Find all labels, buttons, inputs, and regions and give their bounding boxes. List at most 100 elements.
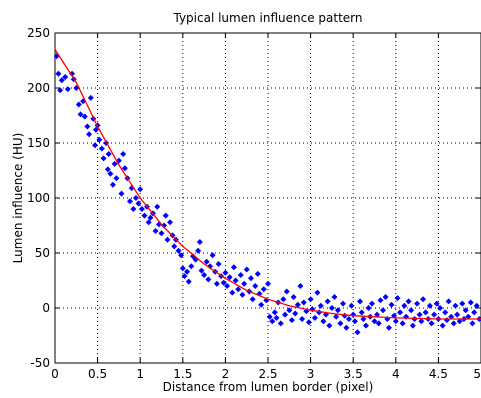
- x-tick-label: 3: [307, 367, 315, 381]
- data-point: [260, 286, 267, 293]
- data-point: [145, 219, 152, 226]
- data-point: [360, 316, 367, 322]
- data-point: [333, 313, 340, 320]
- data-point: [203, 258, 210, 265]
- x-tick-label: 2: [222, 367, 230, 381]
- data-point: [162, 212, 169, 219]
- data-point: [96, 136, 103, 143]
- data-point: [305, 319, 312, 326]
- data-point: [399, 320, 406, 327]
- data-point: [339, 300, 346, 307]
- data-point: [326, 322, 333, 329]
- y-tick-label: 100: [27, 191, 50, 205]
- data-point: [433, 300, 440, 307]
- data-point: [328, 305, 335, 311]
- data-point: [104, 166, 111, 173]
- data-point: [178, 252, 185, 259]
- data-point: [86, 131, 93, 138]
- data-point: [411, 316, 418, 322]
- data-point: [84, 123, 91, 130]
- x-tick-label: 4: [392, 367, 400, 381]
- data-point: [152, 228, 159, 234]
- data-point: [450, 320, 457, 327]
- data-point: [273, 314, 280, 321]
- data-point: [471, 309, 478, 316]
- data-point: [184, 268, 191, 275]
- data-point: [224, 283, 231, 289]
- data-point: [252, 283, 259, 289]
- y-tick-label: -50: [30, 356, 50, 370]
- data-point: [188, 263, 195, 270]
- data-point: [226, 274, 233, 281]
- data-point: [98, 145, 105, 152]
- data-point: [147, 214, 154, 221]
- y-tick-label: 0: [42, 301, 50, 315]
- data-point: [220, 279, 227, 286]
- data-point: [394, 295, 401, 302]
- fit-curve-layer: [54, 49, 481, 320]
- data-point: [237, 272, 244, 278]
- data-point: [280, 296, 287, 303]
- x-tick-label: 1.5: [173, 367, 192, 381]
- data-point: [380, 307, 387, 314]
- data-point: [239, 291, 246, 298]
- data-point: [121, 165, 128, 172]
- data-point: [467, 299, 474, 306]
- data-point: [215, 261, 222, 267]
- data-point: [431, 311, 438, 318]
- data-point: [171, 243, 178, 250]
- data-point: [132, 195, 139, 201]
- data-point: [452, 302, 459, 309]
- data-point: [357, 298, 364, 305]
- data-point: [229, 289, 236, 296]
- x-tick-label: 4.5: [429, 367, 448, 381]
- data-point: [266, 313, 273, 320]
- data-point: [254, 270, 261, 277]
- data-point: [448, 313, 455, 320]
- data-point: [343, 324, 350, 331]
- data-point: [414, 300, 421, 307]
- data-point: [154, 203, 161, 210]
- data-point: [300, 299, 307, 306]
- data-point: [126, 198, 133, 205]
- data-point: [420, 296, 427, 303]
- data-point: [118, 190, 125, 197]
- data-point: [385, 324, 392, 331]
- data-point: [175, 247, 182, 254]
- data-point: [77, 111, 84, 118]
- data-point: [331, 294, 338, 300]
- data-point: [222, 269, 229, 276]
- data-point: [409, 322, 416, 329]
- data-point: [456, 318, 463, 325]
- data-point: [249, 296, 256, 303]
- data-point: [75, 101, 82, 108]
- y-tick-label: 200: [27, 81, 50, 95]
- data-point: [292, 310, 299, 317]
- y-axis-label: Lumen influence (HU): [11, 133, 25, 264]
- data-point: [105, 151, 112, 157]
- data-point: [334, 307, 341, 314]
- data-point: [282, 311, 289, 318]
- data-point: [348, 302, 355, 309]
- data-point: [283, 288, 290, 295]
- data-point: [179, 265, 186, 272]
- data-point: [401, 302, 408, 309]
- data-point: [351, 318, 358, 325]
- data-point: [294, 301, 301, 308]
- x-tick-label: 2.5: [258, 367, 277, 381]
- data-point: [437, 305, 444, 311]
- data-point: [138, 206, 145, 212]
- data-point: [258, 301, 265, 308]
- data-point: [269, 318, 276, 325]
- data-point: [368, 300, 375, 307]
- x-tick-label: 1: [136, 367, 144, 381]
- data-point: [362, 322, 369, 329]
- data-point: [55, 70, 62, 77]
- data-point: [375, 320, 382, 327]
- data-point: [107, 170, 114, 177]
- data-point: [195, 247, 202, 254]
- data-point: [382, 294, 389, 300]
- data-point: [454, 311, 461, 318]
- data-point: [137, 186, 144, 193]
